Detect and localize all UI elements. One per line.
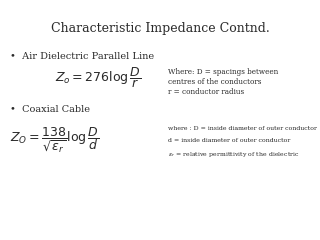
Text: $\varepsilon_r$ = relative permittivity of the dielectric: $\varepsilon_r$ = relative permittivity … bbox=[168, 150, 300, 159]
Text: $Z_O=\dfrac{138}{\sqrt{\varepsilon_r}}\log\dfrac{D}{d}$: $Z_O=\dfrac{138}{\sqrt{\varepsilon_r}}\l… bbox=[10, 125, 100, 155]
Text: $Z_o = 276\log\dfrac{D}{r}$: $Z_o = 276\log\dfrac{D}{r}$ bbox=[55, 66, 141, 90]
Text: •  Coaxial Cable: • Coaxial Cable bbox=[10, 105, 90, 114]
Text: where : D = inside diameter of outer conductor: where : D = inside diameter of outer con… bbox=[168, 126, 317, 131]
Text: •  Air Dielectric Parallel Line: • Air Dielectric Parallel Line bbox=[10, 52, 154, 61]
Text: Where: D = spacings between: Where: D = spacings between bbox=[168, 68, 278, 76]
Text: centres of the conductors: centres of the conductors bbox=[168, 78, 261, 86]
Text: Characteristic Impedance Contnd.: Characteristic Impedance Contnd. bbox=[51, 22, 269, 35]
Text: r = conductor radius: r = conductor radius bbox=[168, 88, 244, 96]
Text: d = inside diameter of outer conductor: d = inside diameter of outer conductor bbox=[168, 138, 290, 143]
